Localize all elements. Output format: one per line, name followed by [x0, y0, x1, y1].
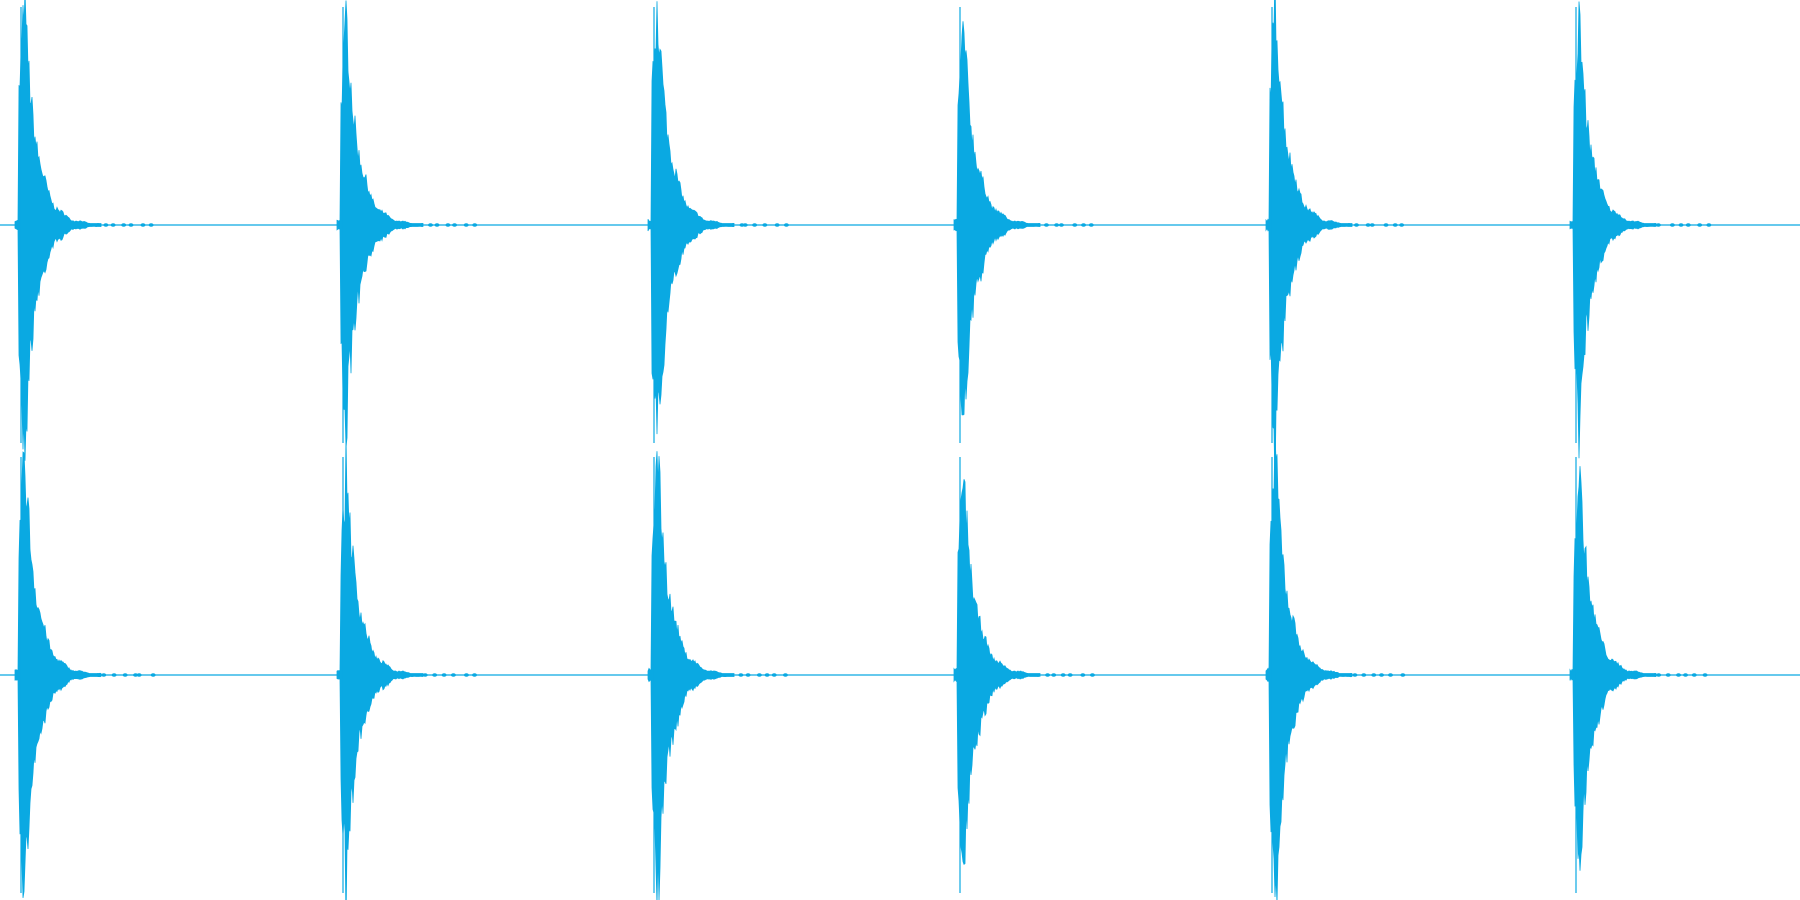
- tail-blip: [1383, 223, 1389, 227]
- tail-blip: [1676, 673, 1682, 677]
- tail-blip: [1045, 673, 1051, 677]
- tail-blip: [762, 223, 768, 227]
- tail-blip: [121, 223, 127, 227]
- tail-blip: [111, 673, 117, 677]
- tail-blip: [150, 673, 156, 677]
- tail-blip: [133, 673, 139, 677]
- transient: [953, 21, 1041, 416]
- tail-blip: [1685, 223, 1691, 227]
- tail-blip: [1058, 223, 1064, 227]
- tail-blip: [463, 673, 469, 677]
- channel-bottom: [0, 431, 1800, 900]
- tail-blip: [752, 223, 758, 227]
- tail-blip: [1051, 673, 1057, 677]
- transient: [647, 451, 735, 900]
- tail-blip: [1369, 223, 1375, 227]
- tail-blip: [1054, 223, 1060, 227]
- tail-blip: [1669, 223, 1675, 227]
- tail-blip: [472, 673, 478, 677]
- tail-blip: [1379, 673, 1385, 677]
- tail-blip: [140, 223, 146, 227]
- tail-blip: [771, 673, 777, 677]
- tail-blip: [1089, 673, 1095, 677]
- tail-blip: [434, 223, 440, 227]
- tail-blip: [764, 673, 770, 677]
- tail-blip: [1352, 673, 1358, 677]
- tail-blip: [1691, 673, 1697, 677]
- transient: [14, 0, 102, 461]
- tail-blip: [1706, 223, 1712, 227]
- tail-blip: [1081, 223, 1087, 227]
- tail-blip: [1060, 673, 1066, 677]
- tail-blip: [1678, 223, 1684, 227]
- tail-blip: [1702, 673, 1708, 677]
- transient: [953, 479, 1041, 866]
- tail-blip: [122, 673, 128, 677]
- tail-blip: [1665, 673, 1671, 677]
- tail-blip: [783, 223, 789, 227]
- tail-blip: [1400, 673, 1406, 677]
- tail-blip: [1365, 223, 1371, 227]
- transient: [336, 0, 424, 448]
- tail-blip: [1043, 223, 1049, 227]
- tail-blip: [422, 673, 428, 677]
- tail-blip: [1655, 223, 1661, 227]
- transient: [14, 451, 102, 898]
- tail-blip: [774, 223, 780, 227]
- transient: [1569, 1, 1657, 459]
- transient: [647, 1, 735, 435]
- transient: [1569, 466, 1657, 871]
- tail-blip: [1697, 223, 1703, 227]
- tail-blip: [450, 673, 456, 677]
- tail-blip: [432, 673, 438, 677]
- tail-blip: [1392, 223, 1398, 227]
- tail-blip: [103, 223, 109, 227]
- tail-blip: [1399, 223, 1405, 227]
- tail-blip: [1067, 673, 1073, 677]
- tail-blip: [441, 673, 447, 677]
- tail-blip: [745, 673, 751, 677]
- tail-blip: [452, 223, 458, 227]
- tail-blip: [472, 223, 478, 227]
- tail-blip: [738, 673, 744, 677]
- tail-blip: [1388, 673, 1394, 677]
- tail-blip: [101, 673, 107, 677]
- tail-blip: [428, 223, 434, 227]
- tail-blip: [136, 673, 142, 677]
- tail-blip: [742, 223, 748, 227]
- transient: [336, 435, 424, 900]
- tail-blip: [445, 223, 451, 227]
- transient: [1265, 431, 1353, 900]
- tail-blip: [1080, 673, 1086, 677]
- tail-blip: [1072, 223, 1078, 227]
- tail-blip: [782, 673, 788, 677]
- tail-blip: [1656, 673, 1662, 677]
- tail-blip: [1371, 673, 1377, 677]
- tail-blip: [1088, 223, 1094, 227]
- tail-blip: [1353, 223, 1359, 227]
- tail-blip: [1361, 673, 1367, 677]
- tail-blip: [110, 223, 116, 227]
- tail-blip: [756, 673, 762, 677]
- tail-blip: [1683, 673, 1689, 677]
- tail-blip: [148, 223, 154, 227]
- tail-blip: [128, 223, 134, 227]
- tail-blip: [463, 223, 469, 227]
